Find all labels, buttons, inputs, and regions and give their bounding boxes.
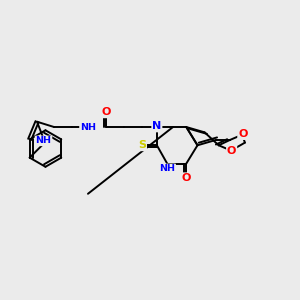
Text: S: S — [138, 140, 146, 150]
Text: O: O — [101, 107, 111, 117]
Text: O: O — [227, 146, 236, 156]
Text: NH: NH — [80, 122, 96, 131]
Text: NH: NH — [35, 136, 52, 146]
Text: NH: NH — [159, 164, 175, 173]
Text: O: O — [238, 129, 248, 139]
Text: O: O — [182, 173, 191, 183]
Text: N: N — [152, 122, 161, 131]
